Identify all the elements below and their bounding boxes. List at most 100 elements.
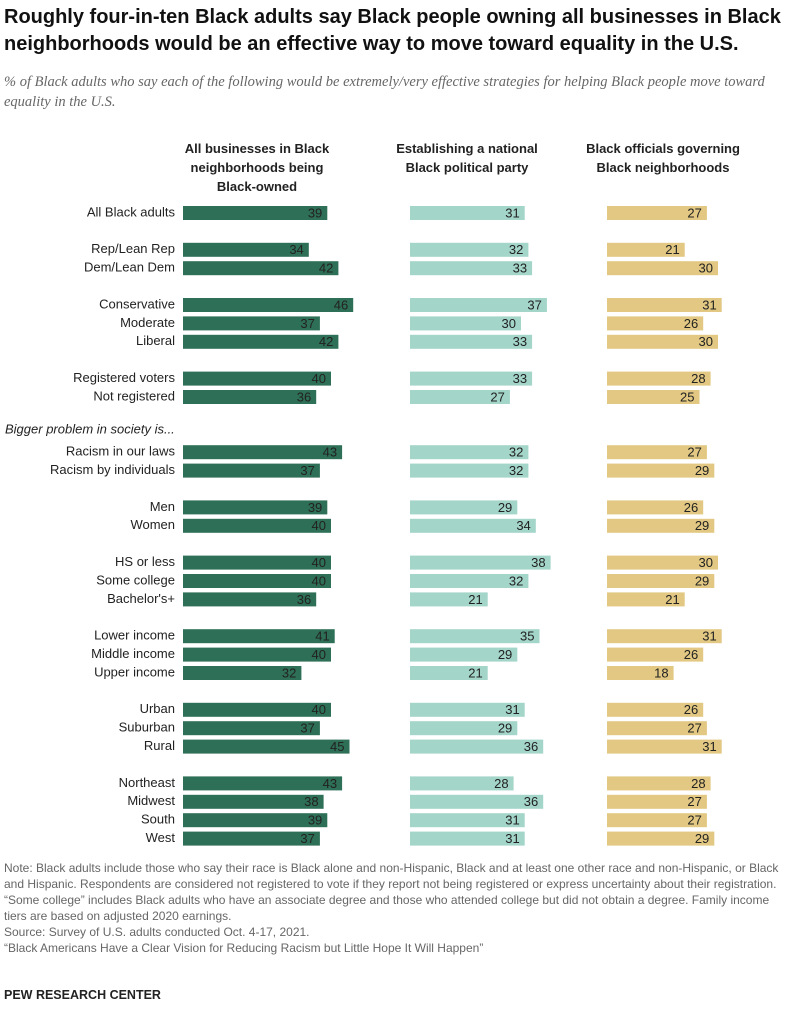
value-label: 40 (312, 555, 326, 570)
bar (183, 794, 324, 809)
bar (183, 666, 302, 680)
value-label: 33 (513, 371, 527, 386)
value-label: 33 (513, 334, 527, 349)
bar (183, 721, 320, 736)
category-label: Registered voters (73, 370, 175, 385)
value-label: 29 (695, 831, 709, 846)
value-label: 36 (524, 794, 538, 809)
category-label: Moderate (120, 315, 175, 330)
value-label: 31 (702, 739, 716, 754)
value-label: 32 (509, 463, 523, 478)
value-label: 31 (702, 297, 716, 312)
bar (183, 500, 328, 515)
series-header: Black officials governing Black neighbor… (586, 141, 740, 175)
bar (607, 629, 722, 644)
category-label: Urban (140, 701, 175, 716)
value-label: 30 (699, 555, 713, 570)
bar (607, 574, 715, 588)
value-label: 39 (308, 500, 322, 515)
bar (410, 316, 521, 331)
category-label: Racism in our laws (66, 444, 176, 459)
notes: Note: Black adults include those who say… (4, 860, 794, 956)
value-label: 40 (312, 647, 326, 662)
bar (607, 518, 715, 533)
category-label: Upper income (94, 664, 175, 679)
value-label: 43 (323, 445, 337, 460)
value-label: 27 (687, 721, 701, 736)
value-label: 30 (699, 334, 713, 349)
bar (410, 574, 529, 588)
bar (607, 242, 685, 257)
value-label: 29 (498, 721, 512, 736)
bar (183, 647, 331, 662)
bar (607, 592, 685, 607)
value-label: 26 (684, 702, 698, 717)
bar (183, 298, 354, 312)
value-label: 27 (687, 794, 701, 809)
value-label: 46 (334, 297, 348, 312)
value-label: 39 (308, 205, 322, 220)
value-label: 35 (520, 629, 534, 644)
credit: PEW RESEARCH CENTER (4, 988, 161, 1002)
category-label: Rep/Lean Rep (91, 241, 175, 256)
bar (183, 518, 331, 533)
value-label: 43 (323, 776, 337, 791)
bar (183, 555, 331, 570)
value-label: 25 (680, 389, 694, 404)
bar (410, 261, 533, 276)
value-label: 36 (524, 739, 538, 754)
category-label: Rural (144, 738, 175, 753)
value-label: 32 (282, 665, 296, 680)
value-label: 21 (468, 592, 482, 607)
value-label: 32 (509, 242, 523, 257)
value-label: 26 (684, 500, 698, 515)
bar (607, 813, 707, 828)
value-label: 31 (505, 702, 519, 717)
category-label: Bachelor's+ (107, 591, 175, 606)
value-label: 31 (702, 629, 716, 644)
group-annotation: Bigger problem in society is... (5, 422, 175, 437)
bar (183, 629, 335, 644)
bar (183, 702, 331, 717)
bar (607, 739, 722, 754)
value-label: 29 (498, 647, 512, 662)
bar (410, 629, 540, 644)
category-label: Women (130, 517, 175, 532)
bar (410, 831, 525, 846)
bar (410, 298, 547, 312)
bar (183, 463, 320, 478)
value-label: 34 (516, 518, 530, 533)
value-label: 30 (699, 261, 713, 276)
value-label: 21 (665, 242, 679, 257)
value-label: 21 (468, 665, 482, 680)
bar (183, 739, 350, 754)
value-label: 28 (691, 371, 705, 386)
bar (410, 500, 518, 515)
value-label: 32 (509, 445, 523, 460)
bar (183, 206, 328, 220)
bar (410, 334, 533, 349)
value-label: 28 (691, 776, 705, 791)
category-label: Liberal (136, 333, 175, 348)
bar (410, 813, 525, 828)
value-label: 37 (300, 463, 314, 478)
value-label: 45 (330, 739, 344, 754)
category-label: Dem/Lean Dem (84, 260, 175, 275)
category-label: Suburban (119, 720, 175, 735)
bar (607, 206, 707, 220)
category-label: Lower income (94, 628, 175, 643)
chart-subtitle: % of Black adults who say each of the fo… (4, 74, 765, 110)
category-label: Not registered (93, 388, 175, 403)
bar (410, 555, 551, 570)
bar (410, 390, 510, 404)
value-label: 42 (319, 334, 333, 349)
value-label: 29 (498, 500, 512, 515)
chart-title: Roughly four-in-ten Black adults say Bla… (4, 6, 781, 55)
bar (410, 463, 529, 478)
value-label: 31 (505, 831, 519, 846)
category-label: Northeast (119, 775, 176, 790)
category-label: Some college (96, 572, 175, 587)
category-label: HS or less (115, 554, 175, 569)
bar (410, 592, 488, 607)
